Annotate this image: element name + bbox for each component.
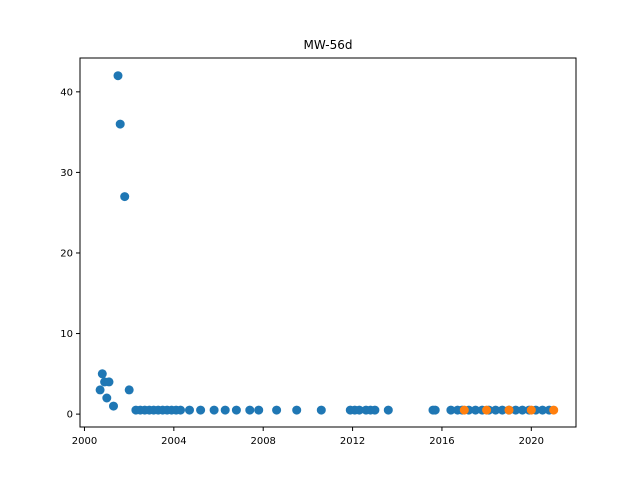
data-point-s1-2	[504, 405, 514, 415]
data-point-s1-0	[459, 405, 469, 415]
data-point-s0-5	[109, 401, 118, 411]
data-point-s0-50	[511, 405, 521, 415]
data-point-s0-27	[254, 405, 264, 415]
data-point-s0-0	[95, 385, 105, 395]
data-point-s0-4	[104, 377, 114, 387]
data-point-s0-54	[538, 405, 547, 415]
data-points	[95, 71, 559, 415]
data-point-s0-36	[370, 405, 380, 415]
data-point-s0-22	[196, 405, 206, 415]
data-point-s1-3	[526, 405, 536, 415]
chart-title: MW-56d	[304, 38, 353, 52]
data-point-s0-24	[220, 405, 230, 415]
x-tick-label: 2012	[340, 436, 365, 447]
plot-frame	[79, 57, 577, 428]
data-point-s0-8	[120, 192, 130, 202]
data-point-s0-40	[446, 405, 456, 415]
data-point-s0-21	[185, 405, 194, 415]
y-tick-label: 10	[60, 329, 73, 340]
y-tick-label: 40	[60, 87, 73, 98]
data-point-s0-44	[471, 405, 480, 415]
data-point-s0-26	[245, 405, 255, 415]
data-point-s0-30	[316, 405, 326, 415]
data-point-s0-3	[102, 393, 112, 403]
data-point-s0-25	[231, 405, 241, 415]
data-point-s0-33	[354, 405, 364, 415]
data-point-s0-23	[209, 405, 219, 415]
x-tick-label: 2008	[250, 436, 275, 447]
y-tick-label: 0	[67, 410, 73, 421]
data-point-s0-9	[124, 385, 134, 395]
y-tick-label: 30	[60, 168, 73, 179]
x-tick-label: 2004	[161, 436, 186, 447]
data-point-s0-47	[491, 405, 501, 415]
data-point-s1-4	[549, 405, 559, 415]
data-point-s0-29	[292, 405, 302, 415]
data-point-s0-48	[497, 405, 507, 415]
x-tick-label: 2020	[519, 436, 544, 447]
data-point-s0-6	[113, 71, 123, 81]
x-axis: 2000 2004 2008 2012 2016 2020	[72, 427, 544, 447]
data-point-s0-37	[383, 405, 393, 415]
data-point-s0-20	[176, 405, 185, 415]
x-tick-label: 2000	[72, 436, 97, 447]
data-point-s0-39	[430, 405, 440, 415]
data-point-s0-1	[97, 369, 107, 379]
data-point-s0-51	[517, 405, 527, 415]
y-axis: 0 10 20 30 40	[60, 87, 80, 421]
data-point-s1-1	[482, 405, 492, 415]
y-tick-label: 20	[60, 248, 73, 259]
data-point-s0-28	[272, 405, 282, 415]
x-tick-label: 2016	[429, 436, 454, 447]
data-point-s0-7	[115, 119, 125, 129]
